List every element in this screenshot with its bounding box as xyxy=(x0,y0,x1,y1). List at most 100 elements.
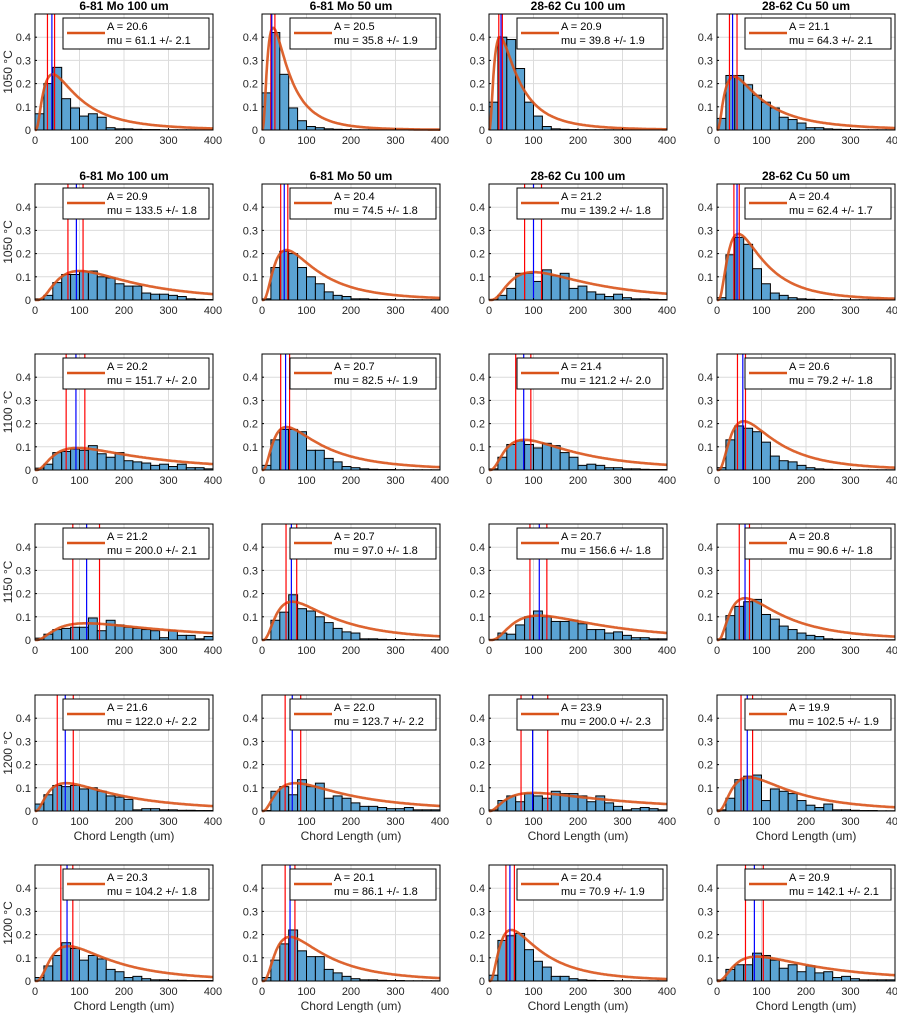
y-tick-label: 0.2 xyxy=(470,419,485,431)
x-tick-label: 400 xyxy=(204,135,222,147)
histogram-bar xyxy=(595,629,606,641)
histogram-bar xyxy=(306,610,316,641)
histogram-bar xyxy=(595,293,606,301)
histogram-bar xyxy=(550,445,561,471)
histogram-bar xyxy=(796,464,807,471)
histogram-bar xyxy=(533,115,543,131)
y-tick-label: 0.2 xyxy=(698,79,713,91)
histogram-bar xyxy=(778,625,789,641)
histogram-bar xyxy=(61,627,72,641)
panel-title: 28-62 Cu 100 um xyxy=(531,0,626,13)
x-tick-label: 0 xyxy=(32,816,38,828)
y-tick-label: 0 xyxy=(707,976,713,988)
histogram-bar xyxy=(168,294,178,301)
histogram-bar xyxy=(168,630,178,641)
y-tick-label: 0.4 xyxy=(470,372,485,384)
x-tick-label: 300 xyxy=(159,475,177,487)
histogram-bar xyxy=(150,293,161,301)
y-tick-label: 0 xyxy=(707,295,713,307)
legend-mu-label: mu = 86.1 +/- 1.8 xyxy=(334,886,418,898)
panel-title: 6-81 Mo 100 um xyxy=(79,0,168,13)
x-tick-label: 400 xyxy=(886,305,897,317)
histogram-bar xyxy=(778,460,789,471)
histogram-bar xyxy=(87,113,98,131)
histogram-bar xyxy=(622,634,632,641)
y-tick-label: 0 xyxy=(707,465,713,477)
histogram-bar xyxy=(288,107,299,131)
x-tick-label: 300 xyxy=(613,475,631,487)
histogram-bar xyxy=(105,795,116,812)
y-tick-label: 0.2 xyxy=(470,79,485,91)
histogram-bar xyxy=(114,971,125,982)
y-tick-label: 0 xyxy=(25,465,31,477)
y-tick-label: 0.4 xyxy=(470,713,485,725)
histogram-bar xyxy=(123,626,134,641)
x-tick-label: 400 xyxy=(431,816,449,828)
x-tick-label: 400 xyxy=(658,816,676,828)
x-tick-label: 100 xyxy=(70,986,88,998)
histogram-bar xyxy=(805,804,816,812)
y-tick-label: 0.1 xyxy=(16,102,31,114)
fit-curve xyxy=(488,791,668,813)
histogram-bar xyxy=(150,464,161,471)
y-tick-label: 0 xyxy=(25,976,31,988)
row-temperature-label: 1050 °C xyxy=(1,50,15,94)
histogram-bar xyxy=(297,267,308,301)
histogram-bar xyxy=(787,964,798,982)
histogram-bar xyxy=(761,800,771,812)
histogram-bar xyxy=(550,620,561,641)
histogram-bar xyxy=(769,455,780,471)
y-tick-label: 0.2 xyxy=(698,760,713,772)
histogram-bar xyxy=(185,634,196,641)
fit-curve xyxy=(34,73,214,132)
x-tick-label: 300 xyxy=(386,986,404,998)
y-tick-label: 0.2 xyxy=(470,930,485,942)
x-tick-label: 0 xyxy=(259,645,265,657)
histogram-bar xyxy=(403,807,414,812)
x-tick-label: 0 xyxy=(32,135,38,147)
legend-A-label: A = 20.7 xyxy=(561,531,602,543)
x-tick-label: 0 xyxy=(32,475,38,487)
row-temperature-label: 1050 °C xyxy=(1,220,15,264)
y-tick-label: 0.4 xyxy=(698,542,713,554)
histogram-bar xyxy=(524,101,534,131)
x-tick-label: 300 xyxy=(841,816,859,828)
y-tick-label: 0.2 xyxy=(16,419,31,431)
y-tick-label: 0.1 xyxy=(243,272,258,284)
y-tick-label: 0.3 xyxy=(470,736,485,748)
histogram-bar xyxy=(132,461,143,471)
x-tick-label: 0 xyxy=(486,305,492,317)
fit-curve xyxy=(261,248,441,302)
y-tick-label: 0.4 xyxy=(243,883,258,895)
histogram-bar xyxy=(559,975,570,982)
y-tick-label: 0 xyxy=(252,465,258,477)
histogram-bar xyxy=(332,461,343,471)
histogram-bar xyxy=(515,801,526,812)
y-tick-label: 0.1 xyxy=(243,783,258,795)
y-tick-label: 0.3 xyxy=(16,225,31,237)
y-tick-label: 0.2 xyxy=(243,760,258,772)
histogram-bar xyxy=(613,805,623,812)
histogram-bar xyxy=(805,634,816,641)
x-tick-label: 200 xyxy=(115,305,133,317)
histogram-bar xyxy=(123,798,134,812)
histogram-bar xyxy=(796,122,807,131)
legend-mu-label: mu = 74.5 +/- 1.8 xyxy=(334,205,418,217)
histogram-bar xyxy=(796,632,807,641)
y-tick-label: 0.2 xyxy=(698,930,713,942)
histogram-bar xyxy=(841,975,851,982)
y-tick-label: 0.1 xyxy=(470,272,485,284)
y-tick-label: 0.4 xyxy=(470,32,485,44)
histogram-bar xyxy=(279,786,290,812)
x-axis-label: Chord Length (um) xyxy=(301,829,402,843)
x-tick-label: 100 xyxy=(752,135,770,147)
x-tick-label: 400 xyxy=(658,135,676,147)
histogram-bar xyxy=(577,285,588,301)
histogram-bar xyxy=(533,960,543,982)
histogram-panel: 0 100 200 300 400 0 0.1 0.2 0.3 0.4 A = 20.7 mu = 9… xyxy=(243,523,449,657)
histogram-bar xyxy=(79,788,89,812)
y-tick-label: 0 xyxy=(25,635,31,647)
histogram-panel: 0 100 200 300 400 0 0.1 0.2 0.3 0.4 A = 21.2 mu = 2… xyxy=(1,523,222,657)
y-tick-label: 0.4 xyxy=(16,32,31,44)
y-tick-label: 0.4 xyxy=(16,883,31,895)
